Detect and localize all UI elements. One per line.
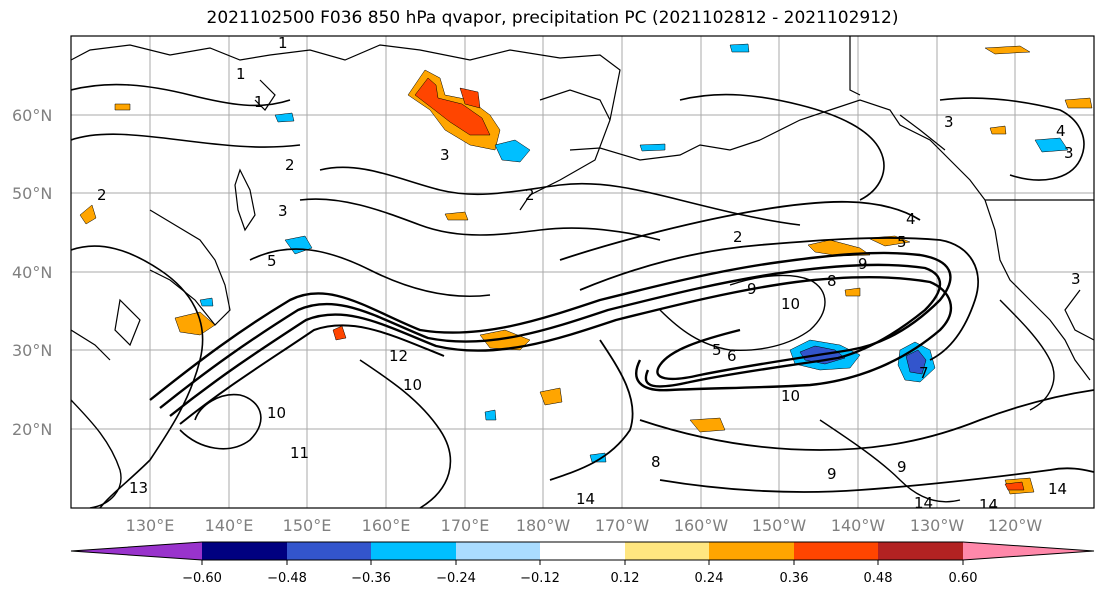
colorbar: −0.60 −0.48 −0.36 −0.24 −0.12 0.12 0.24 … <box>70 541 1095 586</box>
colorbar-tick: −0.48 <box>267 571 307 586</box>
contour-label: 5 <box>712 341 722 359</box>
lon-label: 170°W <box>595 516 650 535</box>
lon-label: 140°W <box>831 516 886 535</box>
contour-label: 14 <box>914 494 933 512</box>
colorbar-segment <box>287 542 371 560</box>
contour-label: 9 <box>827 465 837 483</box>
latitude-labels: 60°N 50°N 40°N 30°N 20°N <box>12 106 52 439</box>
colorbar-tick: 0.48 <box>864 571 893 586</box>
contour-label: 1 <box>278 34 288 52</box>
contour-label: 9 <box>858 255 868 273</box>
colorbar-tick: −0.36 <box>351 571 391 586</box>
lon-label: 160°E <box>362 516 411 535</box>
contour-label: 2 <box>285 156 295 174</box>
contour-label: 2 <box>525 186 535 204</box>
contour-label: 10 <box>403 376 422 394</box>
lon-label: 130°E <box>126 516 175 535</box>
map-panel: 1 1 1 2 2 2 2 3 3 3 3 3 4 4 5 5 5 6 7 8 … <box>71 34 1094 514</box>
contour-label: 3 <box>440 146 450 164</box>
colorbar-segment <box>71 542 202 560</box>
coastlines <box>71 36 1094 381</box>
lon-label: 130°W <box>910 516 965 535</box>
contour-label: 5 <box>897 233 907 251</box>
lon-label: 170°E <box>441 516 490 535</box>
colorbar-segment <box>794 542 878 560</box>
colorbar-segment <box>878 542 963 560</box>
colorbar-segment <box>625 542 709 560</box>
contour-label: 8 <box>827 272 837 290</box>
contour-label: 3 <box>278 202 288 220</box>
lat-label: 60°N <box>12 106 52 125</box>
contour-label: 5 <box>267 252 277 270</box>
colorbar-segment <box>709 542 794 560</box>
lat-label: 40°N <box>12 263 52 282</box>
contour-label: 9 <box>747 280 757 298</box>
contour-label: 1 <box>254 93 264 111</box>
colorbar-segment <box>456 542 540 560</box>
lon-label: 140°E <box>205 516 254 535</box>
contour-label: 12 <box>389 347 408 365</box>
colorbar-segment <box>963 542 1094 560</box>
contour-label: 10 <box>267 404 286 422</box>
map-frame <box>70 35 1095 509</box>
lon-label: 120°W <box>988 516 1043 535</box>
contour-label: 1 <box>236 65 246 83</box>
lat-label: 30°N <box>12 341 52 360</box>
lon-label: 150°W <box>752 516 807 535</box>
contour-labels: 1 1 1 2 2 2 2 3 3 3 3 3 4 4 5 5 5 6 7 8 … <box>97 34 1081 514</box>
colorbar-tick: 0.12 <box>611 571 640 586</box>
contour-label: 8 <box>651 453 661 471</box>
contour-label: 7 <box>919 364 929 382</box>
contour-label: 14 <box>576 490 595 508</box>
contour-label: 3 <box>944 113 954 131</box>
lon-label: 150°E <box>283 516 332 535</box>
colorbar-tick: −0.60 <box>182 571 222 586</box>
map-title: 2021102500 F036 850 hPa qvapor, precipit… <box>206 8 899 28</box>
contour-label: 2 <box>97 186 107 204</box>
colorbar-tick: 0.24 <box>695 571 724 586</box>
longitude-labels: 130°E 140°E 150°E 160°E 170°E 180°W 170°… <box>126 516 1043 535</box>
contour-label: 10 <box>781 295 800 313</box>
colorbar-tick: −0.12 <box>520 571 560 586</box>
contour-label: 6 <box>727 347 737 365</box>
contour-label: 10 <box>781 387 800 405</box>
contour-label: 3 <box>1071 270 1081 288</box>
colorbar-tick: 0.60 <box>949 571 978 586</box>
contour-label: 11 <box>290 444 309 462</box>
qvapor-contours <box>71 83 1094 508</box>
lon-label: 180°W <box>516 516 571 535</box>
contour-label: 9 <box>897 458 907 476</box>
contour-label: 2 <box>733 228 743 246</box>
colorbar-segment <box>371 542 456 560</box>
colorbar-segment <box>540 542 625 560</box>
colorbar-segment <box>202 542 287 560</box>
contour-label: 14 <box>979 496 998 514</box>
contour-label: 4 <box>906 210 916 228</box>
colorbar-tick: 0.36 <box>780 571 809 586</box>
contour-label: 3 <box>1064 144 1074 162</box>
contour-label: 4 <box>1056 122 1066 140</box>
contour-label: 13 <box>129 479 148 497</box>
precip-positive-areas <box>79 45 1093 495</box>
colorbar-tick: −0.24 <box>436 571 476 586</box>
lon-label: 160°W <box>674 516 729 535</box>
contour-label: 14 <box>1048 480 1067 498</box>
lat-label: 20°N <box>12 420 52 439</box>
lat-label: 50°N <box>12 184 52 203</box>
